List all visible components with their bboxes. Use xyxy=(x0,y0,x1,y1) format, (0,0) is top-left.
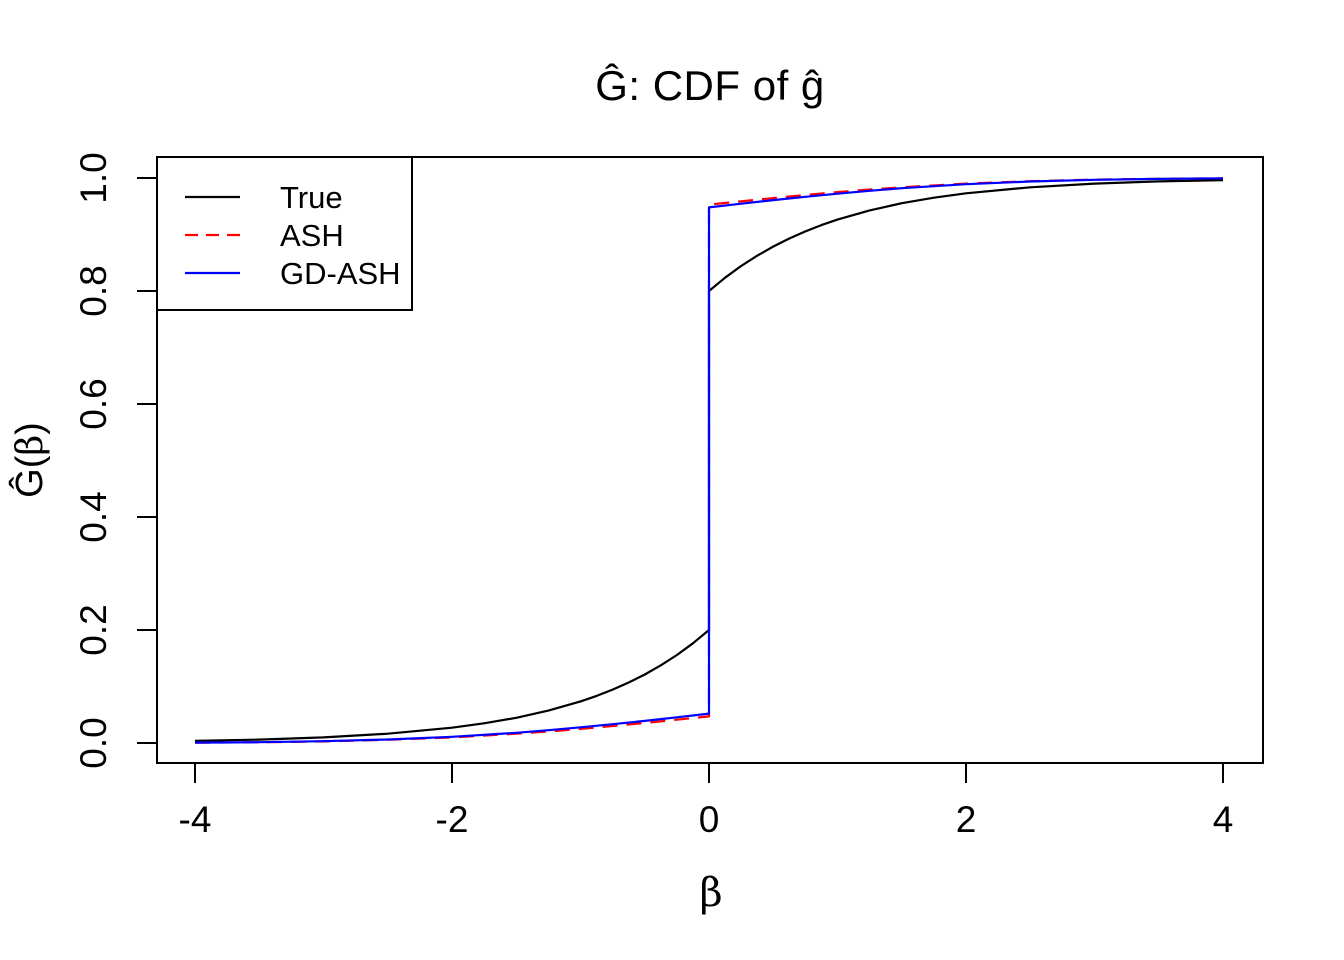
y-axis-label-text: Ĝ(β) xyxy=(7,422,51,498)
y-tick-label: 0.4 xyxy=(73,491,114,542)
legend-box xyxy=(156,156,413,311)
x-axis-title: β xyxy=(699,870,722,916)
y-tick-label: 1.0 xyxy=(73,152,114,203)
y-tick-label: 0.6 xyxy=(73,378,114,429)
curve-gd-ash xyxy=(194,177,1224,744)
legend-label-gd-ash: GD-ASH xyxy=(280,256,401,291)
legend-label-ash: ASH xyxy=(280,218,344,253)
curves-group xyxy=(194,177,1224,744)
x-tick-label: -2 xyxy=(436,799,469,840)
chart-title: Ĝ: CDF of ĝ xyxy=(595,62,825,109)
legend-label-true: True xyxy=(280,180,343,215)
x-axis: -4 -2 0 2 4 xyxy=(179,763,1234,840)
y-tick-label: 0.8 xyxy=(73,265,114,316)
x-tick-label: 2 xyxy=(956,799,977,840)
x-tick-label: 0 xyxy=(699,799,720,840)
y-tick-label: 0.2 xyxy=(73,604,114,655)
y-axis: 0.0 0.2 0.4 0.6 0.8 1.0 xyxy=(73,152,157,769)
y-axis-title: Ĝ(β) xyxy=(7,422,51,498)
y-tick-label: 0.0 xyxy=(73,717,114,768)
x-tick-label: 4 xyxy=(1213,799,1234,840)
x-tick-label: -4 xyxy=(179,799,212,840)
